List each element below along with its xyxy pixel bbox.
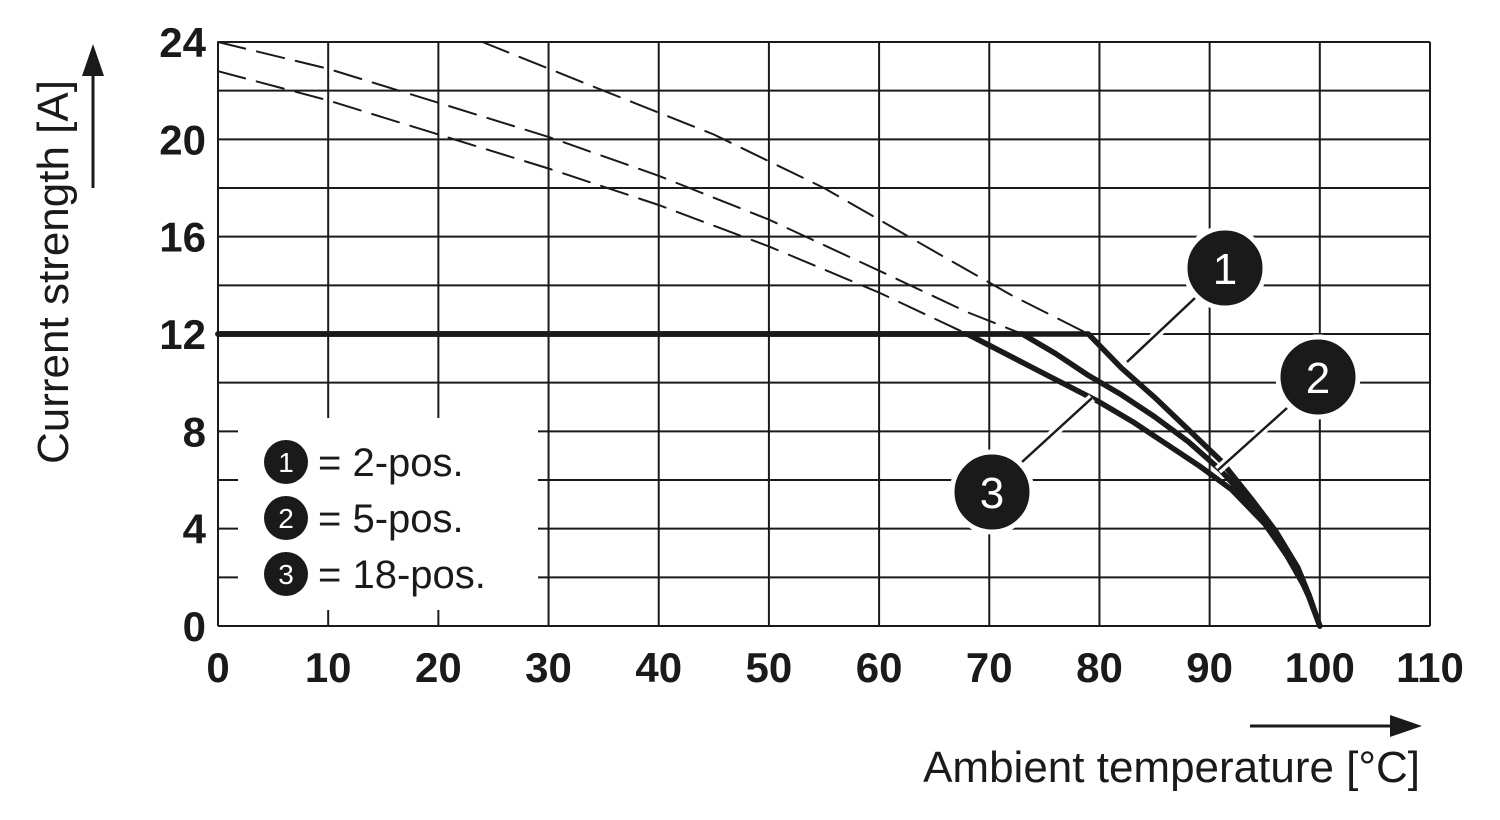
dashed-curve-3 [217, 70, 969, 335]
y-axis-arrowhead [82, 44, 104, 76]
y-tick-label: 20 [159, 116, 206, 163]
x-tick-label: 110 [1396, 644, 1464, 691]
x-axis-label: Ambient temperature [°C] [923, 743, 1420, 792]
legend: 1 = 2-pos. 2 = 5-pos. 3 = 18-pos. [238, 418, 538, 610]
legend-marker-number: 1 [278, 447, 294, 478]
y-axis-label: Current strength [A] [29, 80, 78, 464]
x-axis-arrowhead [1390, 715, 1422, 737]
callout-leader-3 [1021, 397, 1093, 463]
callout-leader-2 [1217, 407, 1288, 471]
dashed-curve-1 [481, 41, 1090, 335]
x-tick-label: 60 [856, 644, 903, 691]
x-tick-label: 0 [206, 644, 229, 691]
legend-label: = 5-pos. [318, 497, 464, 541]
callout-badge-3 [949, 449, 1035, 535]
y-tick-label: 24 [159, 19, 206, 66]
legend-marker-2 [264, 496, 308, 540]
x-tick-label: 70 [966, 644, 1013, 691]
callout-leader-1 [1126, 297, 1196, 363]
callout-badge-1 [1182, 225, 1268, 311]
x-tick-label: 50 [746, 644, 793, 691]
callout-badge-number: 1 [1213, 245, 1237, 294]
x-tick-label: 10 [305, 644, 352, 691]
y-tick-label: 4 [183, 506, 207, 553]
dashed-curve-2 [217, 41, 1024, 335]
legend-marker-number: 2 [278, 503, 294, 534]
y-tick-label: 0 [183, 603, 206, 650]
legend-marker-number: 3 [278, 559, 294, 590]
legend-label: = 18-pos. [318, 553, 486, 597]
x-tick-label: 30 [525, 644, 572, 691]
legend-label: = 2-pos. [318, 441, 464, 485]
x-tick-label: 90 [1186, 644, 1233, 691]
grid [217, 41, 1431, 627]
callouts: 1 2 3 [949, 225, 1361, 535]
legend-marker-1 [264, 440, 308, 484]
x-tick-label: 20 [415, 644, 462, 691]
y-tick-label: 8 [183, 408, 206, 455]
y-tick-label: 12 [159, 311, 206, 358]
callout-badge-number: 2 [1306, 354, 1330, 403]
callout-badge-number: 3 [980, 469, 1004, 518]
legend-marker-3 [264, 552, 308, 596]
series-layer [215, 41, 1323, 629]
derating-curve-3 [215, 331, 1323, 629]
x-tick-label: 40 [635, 644, 682, 691]
x-tick-label: 100 [1285, 644, 1355, 691]
callout-badge-2 [1275, 334, 1361, 420]
x-tick-label: 80 [1076, 644, 1123, 691]
y-tick-label: 16 [159, 214, 206, 261]
